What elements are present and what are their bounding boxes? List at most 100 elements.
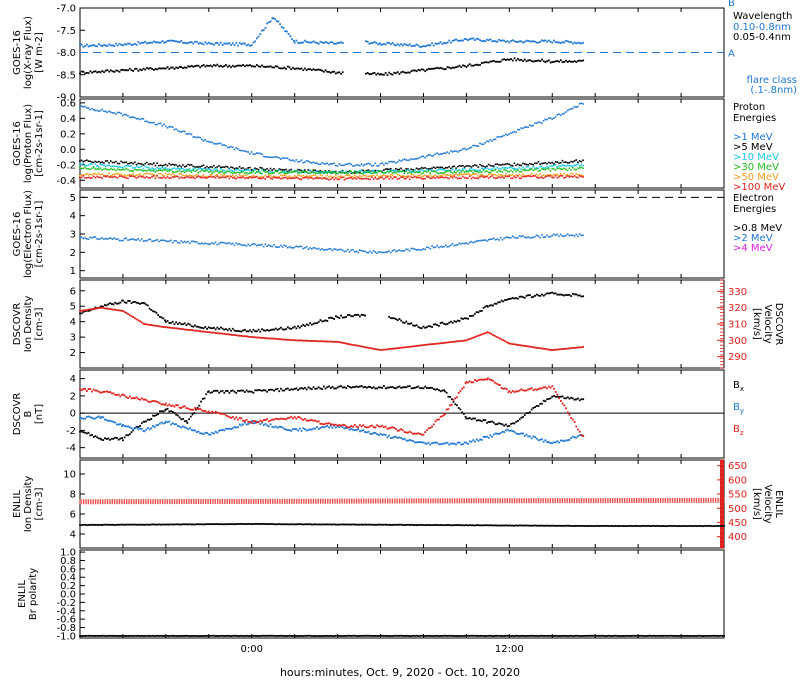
data-point [139,168,141,171]
data-point [146,400,149,403]
data-point [357,523,360,526]
data-point [297,41,300,44]
data-point [101,161,104,163]
data-point [264,337,267,340]
data-point [316,172,318,175]
data-point [94,435,97,437]
data-point [554,234,557,237]
flare-class-a-label: A [728,49,735,60]
data-point [489,175,492,178]
data-point [192,169,195,172]
data-point [573,168,576,171]
data-point [364,163,366,166]
data-point [89,388,92,390]
data-point [511,343,514,346]
data-point [292,326,294,329]
data-point [463,242,466,245]
data-point [117,438,120,441]
data-point [159,122,162,125]
data-point [161,67,164,70]
data-point [307,41,310,44]
data-point [460,170,462,173]
data-point [175,128,177,130]
legend-entry: Bx [733,380,744,393]
data-point [243,168,246,171]
data-point [326,172,328,174]
data-point [395,318,397,321]
data-point [245,523,248,525]
data-point [195,173,198,176]
data-point [395,72,397,75]
data-point [353,250,356,253]
data-point [420,155,423,158]
data-point [102,391,105,393]
data-point [410,345,413,348]
data-point [424,45,427,48]
data-point [431,524,433,527]
data-point [362,424,365,427]
data-point [475,37,478,40]
data-point [201,169,203,172]
data-point [563,172,565,175]
data-point [180,328,183,330]
data-point [431,343,433,346]
data-point [274,170,277,173]
data-point [159,167,162,170]
data-point [365,431,368,434]
data-point [517,57,519,60]
data-point [523,414,526,417]
data-point [565,407,567,410]
data-point [518,166,521,169]
y2-tick-label: 300 [728,336,747,347]
data-point [195,408,198,410]
data-point [286,65,289,68]
data-point [415,345,418,347]
data-point [173,323,176,325]
data-point [85,432,88,435]
data-point [491,165,493,167]
data-point [554,116,557,118]
data-point [171,320,174,323]
data-point [156,123,158,126]
data-point [362,164,365,167]
data-point [381,424,384,427]
data-point [348,343,351,346]
data-point [104,110,107,113]
data-point [280,244,282,247]
data-point [207,390,210,393]
data-point [501,176,504,178]
data-point [396,386,399,389]
data-point [261,337,263,339]
data-point [522,524,524,527]
data-point [89,416,92,419]
data-point [96,307,99,310]
data-point [324,41,327,43]
data-point [491,173,493,175]
data-point [245,150,248,153]
data-point [410,168,413,171]
data-point [257,328,260,331]
data-point [652,524,655,527]
data-point [122,168,124,171]
data-point [218,328,221,330]
data-point [268,329,270,332]
data-point [255,171,258,173]
data-point [484,40,487,43]
data-point [300,67,303,70]
data-point [156,41,159,44]
data-point [530,236,533,239]
data-point [187,169,189,172]
data-point [255,330,258,333]
data-point [467,381,470,384]
data-point [178,169,181,172]
data-point [140,422,143,425]
data-point [393,176,395,179]
data-point [530,437,533,440]
data-point [218,170,220,173]
data-point [163,41,166,44]
data-point [245,330,248,333]
data-point [470,170,473,172]
data-point [125,523,128,526]
data-point [389,317,392,320]
data-point [549,348,552,351]
